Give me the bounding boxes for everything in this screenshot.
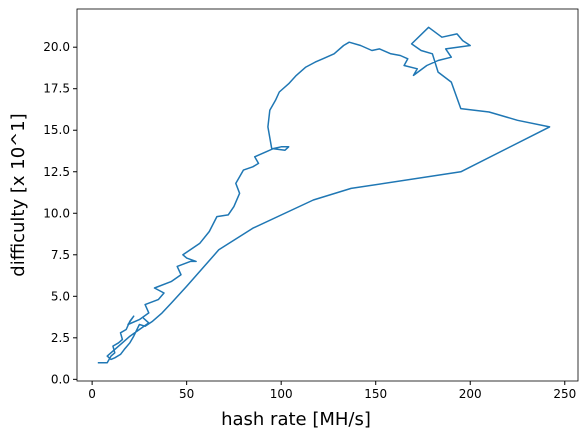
y-tick-label: 12.5 [43,165,70,179]
y-tick-label: 7.5 [51,248,70,262]
data-line [97,26,551,364]
y-tick-label: 2.5 [51,331,70,345]
y-tick-label: 20.0 [43,40,70,54]
y-tick-label: 10.0 [43,206,70,220]
x-axis-label: hash rate [MH/s] [221,409,371,430]
x-tick-label: 0 [88,387,96,401]
plot-frame [76,8,579,382]
y-axis-label: difficulty [x 10^1] [8,113,29,276]
x-tick-label: 250 [553,387,576,401]
x-tick-label: 100 [270,387,293,401]
y-tick-label: 0.0 [51,372,70,386]
x-tick-label: 50 [179,387,194,401]
y-tick-label: 15.0 [43,123,70,137]
x-tick-label: 200 [459,387,482,401]
x-tick-label: 150 [364,387,387,401]
y-tick-label: 17.5 [43,82,70,96]
y-tick-label: 5.0 [51,289,70,303]
